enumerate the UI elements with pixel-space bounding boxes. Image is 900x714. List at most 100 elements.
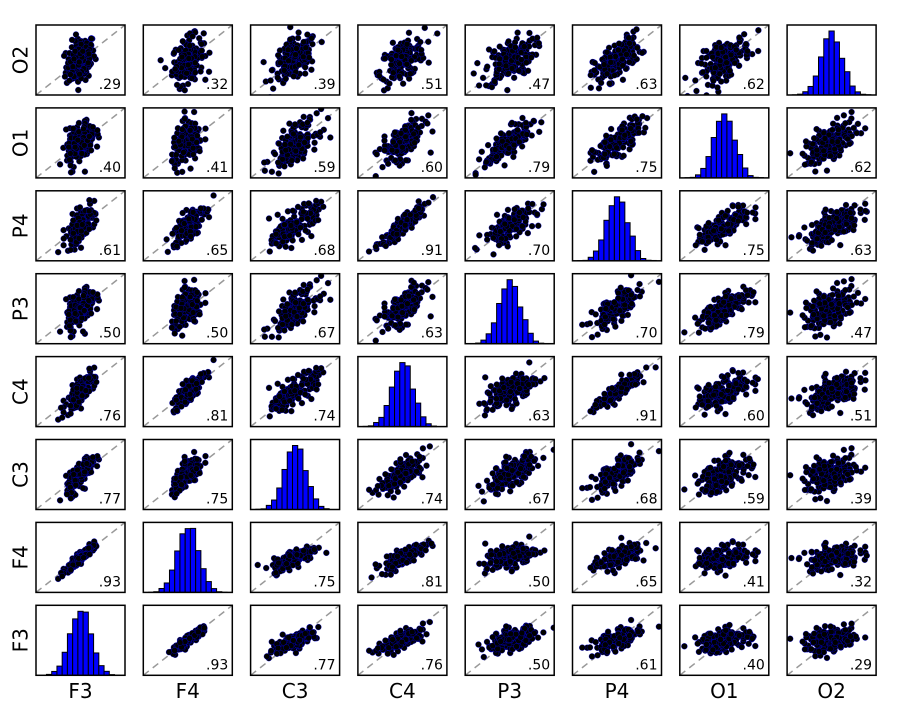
scatter-point bbox=[608, 137, 614, 143]
scatter-point bbox=[190, 209, 196, 215]
histogram-bar bbox=[813, 76, 818, 95]
scatter-point bbox=[198, 371, 204, 377]
histogram-bar bbox=[743, 168, 748, 178]
scatter-point bbox=[826, 215, 832, 221]
scatter-point bbox=[179, 294, 185, 300]
scatter-point bbox=[841, 112, 847, 118]
scatter-point bbox=[393, 100, 399, 106]
scatter-point bbox=[308, 67, 314, 73]
scatter-point bbox=[625, 312, 631, 318]
scatter-point bbox=[510, 154, 516, 160]
correlation-label: .40 bbox=[99, 160, 121, 176]
scatter-point bbox=[426, 60, 432, 66]
scatter-point bbox=[471, 70, 477, 76]
scatter-point bbox=[830, 285, 836, 291]
scatter-point bbox=[62, 74, 68, 80]
scatter-point bbox=[293, 148, 299, 154]
scatter-point bbox=[493, 136, 499, 142]
scatter-point bbox=[841, 278, 847, 284]
histogram-bar bbox=[620, 202, 625, 261]
cell-P4-vs-C3: .68 bbox=[251, 191, 340, 261]
scatter-point bbox=[193, 386, 199, 392]
scatter-point bbox=[68, 334, 74, 340]
scatter-point bbox=[262, 168, 268, 174]
scatter-point bbox=[306, 54, 312, 60]
scatter-point bbox=[717, 58, 723, 64]
scatter-point bbox=[67, 317, 73, 323]
scatter-point bbox=[846, 310, 852, 316]
scatter-point bbox=[809, 222, 815, 228]
scatter-point bbox=[611, 72, 617, 78]
histogram-bar bbox=[630, 236, 635, 261]
scatter-point bbox=[811, 298, 817, 304]
scatter-point bbox=[592, 60, 598, 66]
scatter-point bbox=[744, 210, 750, 216]
scatter-point bbox=[280, 128, 286, 134]
scatter-point bbox=[309, 41, 315, 47]
scatter-point bbox=[635, 287, 641, 293]
scatter-point bbox=[626, 35, 632, 41]
scatter-point bbox=[622, 132, 628, 138]
scatter-point bbox=[174, 82, 180, 88]
cell-P4-vs-F4: .65 bbox=[143, 191, 232, 261]
cell-P4-vs-P4 bbox=[573, 191, 662, 261]
scatter-point bbox=[637, 293, 643, 299]
scatter-point bbox=[713, 317, 719, 323]
scatter-point bbox=[73, 318, 79, 324]
scatter-point bbox=[721, 299, 727, 305]
correlation-label: .75 bbox=[743, 243, 765, 259]
scatter-point bbox=[614, 145, 620, 151]
scatter-point bbox=[425, 112, 431, 118]
scatter-point bbox=[513, 226, 519, 232]
scatter-point bbox=[61, 242, 67, 248]
scatter-point bbox=[398, 297, 404, 303]
scatter-point bbox=[728, 296, 734, 302]
scatter-point bbox=[206, 69, 212, 75]
correlation-label: .91 bbox=[421, 243, 443, 259]
scatter-point bbox=[628, 138, 634, 144]
scatter-point bbox=[492, 147, 498, 153]
scatter-point bbox=[620, 77, 626, 83]
cell-O2-vs-P4: .63 bbox=[573, 25, 662, 95]
scatter-point bbox=[404, 217, 410, 223]
scatter-point bbox=[411, 297, 417, 303]
scatter-point bbox=[192, 60, 198, 66]
scatter-point bbox=[90, 289, 96, 295]
scatter-point bbox=[190, 145, 196, 151]
scatter-point bbox=[303, 45, 309, 51]
scatter-point bbox=[86, 226, 92, 232]
scatter-point bbox=[612, 324, 618, 330]
scatter-point bbox=[67, 323, 73, 329]
scatter-point bbox=[85, 60, 91, 66]
scatter-point bbox=[497, 44, 503, 50]
scatter-point bbox=[862, 201, 868, 207]
scatter-point bbox=[80, 293, 86, 299]
histogram-bar bbox=[732, 140, 737, 178]
scatter-point bbox=[803, 300, 809, 306]
scatter-point bbox=[86, 366, 92, 372]
scatter-point bbox=[620, 62, 626, 68]
histogram-bar bbox=[497, 303, 502, 343]
scatter-point bbox=[588, 85, 594, 91]
histogram-bar bbox=[593, 251, 598, 261]
scatter-point bbox=[177, 324, 183, 330]
scatter-point bbox=[189, 302, 195, 308]
scatter-point bbox=[536, 40, 542, 46]
scatter-point bbox=[191, 318, 197, 324]
scatter-point bbox=[788, 234, 794, 240]
scatter-point bbox=[59, 415, 65, 421]
scatter-point bbox=[281, 222, 287, 228]
scatter-point bbox=[499, 138, 505, 144]
scatter-point bbox=[834, 209, 840, 215]
scatter-point bbox=[525, 230, 531, 236]
scatter-point bbox=[288, 245, 294, 251]
scatter-point bbox=[374, 151, 380, 157]
scatter-point bbox=[862, 217, 868, 223]
scatter-point bbox=[180, 210, 186, 216]
scatter-point bbox=[68, 247, 74, 253]
correlation-label: .50 bbox=[99, 326, 121, 342]
row-label: C4 bbox=[9, 378, 33, 405]
scatter-point bbox=[188, 166, 194, 172]
scatter-point bbox=[287, 36, 293, 42]
scatter-point bbox=[809, 240, 815, 246]
